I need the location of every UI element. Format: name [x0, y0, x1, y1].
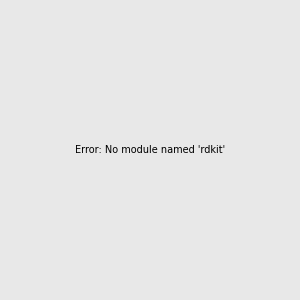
Text: Error: No module named 'rdkit': Error: No module named 'rdkit'	[75, 145, 225, 155]
